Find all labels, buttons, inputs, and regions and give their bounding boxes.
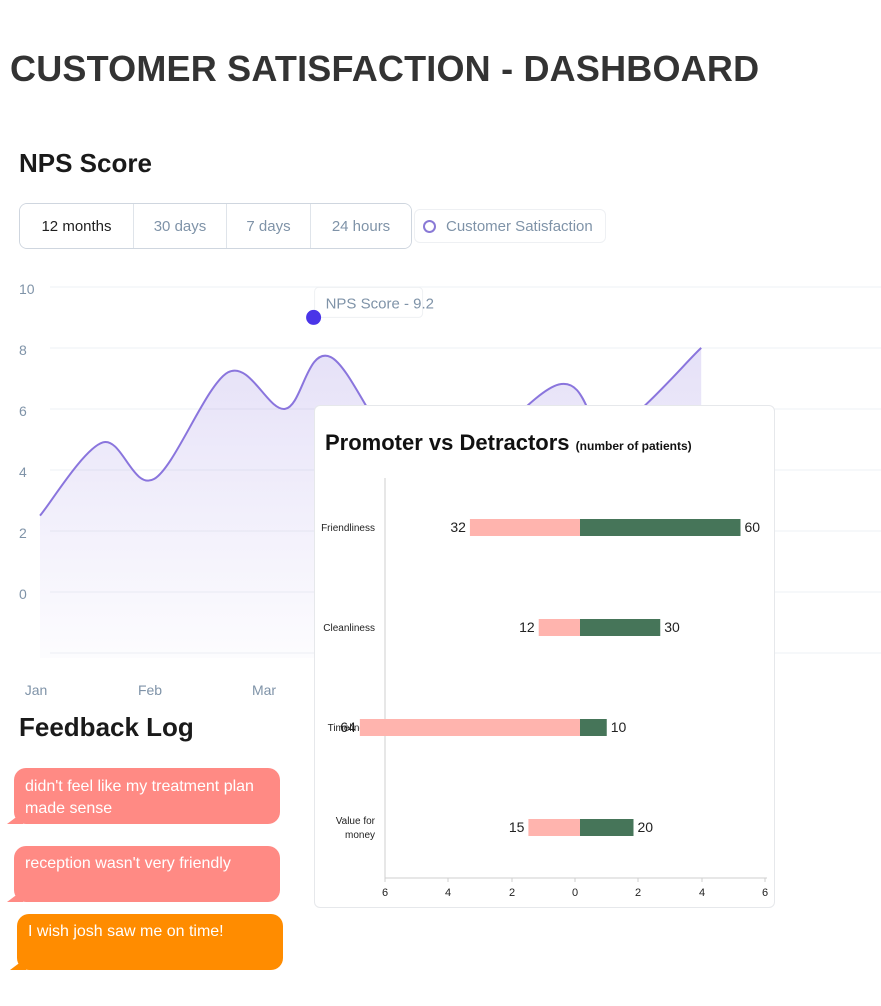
pd-title-main: Promoter vs Detractors [325, 430, 570, 455]
promoter-bar [580, 619, 661, 636]
promoter-value-label: 10 [611, 719, 627, 735]
pd-x-tick-label: 6 [382, 887, 388, 899]
range-24-hours-button[interactable]: 24 hours [311, 204, 411, 248]
feedback-message: didn't feel like my treatment plan made … [14, 768, 280, 824]
pd-x-tick-label: 2 [635, 887, 641, 899]
range-12-months-button[interactable]: 12 months [20, 204, 134, 248]
y-tick-label: 2 [19, 525, 27, 541]
y-tick-label: 8 [19, 342, 27, 358]
legend-label: Customer Satisfaction [446, 217, 593, 235]
feedback-message: I wish josh saw me on time! [17, 914, 283, 970]
y-tick-label: 4 [19, 464, 27, 480]
promoter-bar [580, 819, 634, 836]
detractor-bar [528, 819, 580, 836]
y-tick-label: 6 [19, 403, 27, 419]
feedback-message-text: didn't feel like my treatment plan made … [25, 778, 254, 817]
promoter-value-label: 60 [745, 519, 761, 535]
chart-legend-item[interactable]: Customer Satisfaction [414, 209, 606, 243]
nps-tooltip-text: NPS Score - 9.2 [326, 295, 434, 312]
detractor-value-label: 64 [340, 719, 356, 735]
pd-x-tick-label: 4 [699, 887, 705, 899]
promoter-bar [580, 519, 741, 536]
pd-x-tick-label: 6 [762, 887, 768, 899]
pd-chart-title: Promoter vs Detractors (number of patien… [325, 430, 692, 456]
pd-category-label: Value for [336, 816, 376, 827]
x-tick-label: Feb [138, 682, 162, 698]
pd-category-label: Cleanliness [323, 623, 375, 634]
promoter-value-label: 20 [638, 819, 654, 835]
feedback-section-title: Feedback Log [19, 712, 194, 742]
pd-category-label: Friendliness [321, 523, 375, 534]
range-30-days-button[interactable]: 30 days [134, 204, 227, 248]
detractor-value-label: 15 [509, 819, 525, 835]
range-7-days-button[interactable]: 7 days [227, 204, 311, 248]
y-tick-label: 10 [19, 281, 35, 297]
pd-x-tick-label: 4 [445, 887, 451, 899]
promoter-detractor-card: Promoter vs Detractors (number of patien… [314, 405, 775, 908]
pd-x-tick-label: 0 [572, 887, 578, 899]
promoter-value-label: 30 [664, 619, 680, 635]
nps-section-title: NPS Score [19, 148, 152, 178]
detractor-value-label: 32 [450, 519, 466, 535]
promoter-bar [580, 719, 607, 736]
detractor-bar [538, 619, 580, 636]
feedback-message-text: I wish josh saw me on time! [28, 923, 224, 940]
pd-chart-subtitle: (number of patients) [575, 439, 692, 453]
feedback-message-text: reception wasn't very friendly [25, 855, 231, 872]
page-title: CUSTOMER SATISFACTION - DASHBOARD [10, 48, 760, 89]
detractor-bar [359, 719, 580, 736]
pd-category-label: Timeliness [328, 723, 375, 734]
feedback-message: reception wasn't very friendly [14, 846, 280, 902]
x-tick-label: Jan [25, 682, 48, 698]
pd-x-tick-label: 2 [509, 887, 515, 899]
detractor-bar [469, 519, 580, 536]
nps-highlight-point [306, 309, 322, 325]
nps-tooltip-box [314, 286, 424, 318]
legend-circle-icon [423, 219, 436, 233]
detractor-value-label: 12 [519, 619, 535, 635]
x-tick-label: Mar [252, 682, 276, 698]
y-tick-label: 0 [19, 586, 27, 602]
time-range-selector: 12 months 30 days 7 days 24 hours [19, 203, 412, 249]
pd-category-label: money [345, 830, 375, 841]
